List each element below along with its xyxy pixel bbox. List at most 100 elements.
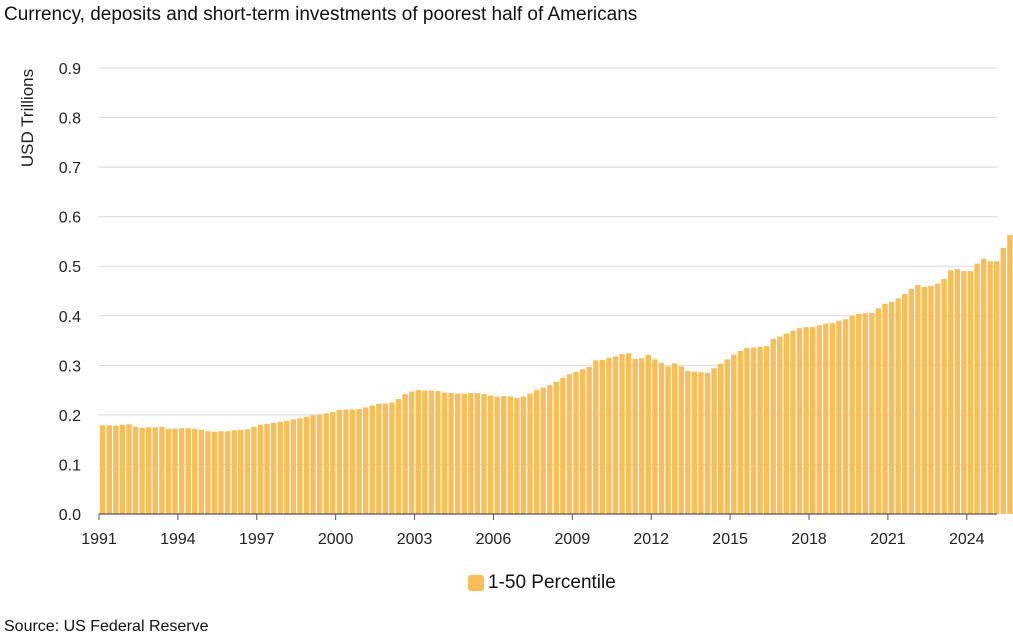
- bar: [244, 429, 251, 514]
- x-tick-label: 2012: [633, 531, 669, 548]
- bar: [632, 358, 638, 514]
- bar: [724, 359, 730, 514]
- bars: [100, 235, 1013, 515]
- bar: [1000, 247, 1007, 515]
- bar: [356, 408, 362, 514]
- bar: [994, 261, 1000, 514]
- bar: [711, 368, 717, 514]
- bar: [514, 398, 520, 514]
- y-tick-label: 0.7: [59, 160, 81, 177]
- bar: [652, 359, 658, 514]
- bar: [474, 393, 481, 514]
- bar: [146, 427, 152, 514]
- bar: [520, 396, 527, 514]
- bar: [625, 353, 632, 514]
- bar: [435, 391, 441, 514]
- bar: [310, 415, 316, 514]
- bar: [152, 427, 158, 514]
- legend-swatch: [468, 575, 484, 591]
- bar: [612, 356, 619, 514]
- bar: [921, 287, 928, 514]
- y-tick-label: 0.0: [59, 507, 81, 524]
- bar: [362, 407, 369, 514]
- legend: 1-50 Percentile: [468, 572, 616, 594]
- bar: [987, 261, 993, 514]
- bar: [336, 409, 343, 514]
- y-tick-label: 0.3: [59, 358, 81, 375]
- bar: [382, 403, 389, 514]
- bar: [869, 312, 875, 514]
- bar: [573, 371, 579, 514]
- bar: [461, 393, 467, 514]
- bar: [192, 428, 198, 514]
- bar: [468, 393, 474, 514]
- bar: [323, 413, 329, 514]
- bar: [816, 325, 822, 514]
- bar: [316, 414, 323, 514]
- bar: [290, 419, 297, 514]
- bar: [119, 424, 126, 514]
- bar: [126, 424, 132, 514]
- bar: [579, 369, 586, 514]
- bar: [198, 429, 204, 514]
- bar: [691, 371, 698, 514]
- bar: [777, 336, 783, 514]
- bar: [809, 327, 816, 514]
- bar: [717, 363, 724, 514]
- bar: [823, 323, 829, 514]
- x-tick-label: 1991: [81, 531, 117, 548]
- bar: [902, 293, 908, 514]
- bar: [967, 271, 974, 514]
- bar: [698, 372, 704, 514]
- bar: [113, 425, 119, 514]
- bar: [428, 390, 435, 514]
- bar: [178, 428, 185, 514]
- bar: [974, 263, 980, 514]
- bar: [159, 426, 165, 514]
- bar: [593, 360, 599, 514]
- y-tick-labels: 0.0 0.1 0.2 0.3 0.4 0.5 0.6 0.7 0.8 0.9: [59, 61, 81, 524]
- axes: [98, 513, 997, 520]
- y-tick-label: 0.1: [59, 457, 81, 474]
- bar: [277, 421, 283, 514]
- chart-title: Currency, deposits and short-term invest…: [4, 4, 638, 25]
- bar: [533, 390, 540, 514]
- bar: [954, 269, 961, 514]
- bar: [645, 354, 652, 514]
- x-tick-label: 2024: [949, 531, 985, 548]
- y-tick-label: 0.6: [59, 210, 81, 227]
- bar: [100, 425, 106, 514]
- bar: [297, 418, 303, 514]
- x-tick-label: 1994: [160, 531, 196, 548]
- y-tick-label: 0.5: [59, 259, 81, 276]
- bar: [547, 385, 553, 514]
- bar: [369, 405, 375, 514]
- bar: [928, 286, 934, 514]
- bar: [494, 396, 500, 514]
- y-axis-label: USD Trillions: [18, 69, 37, 167]
- bar: [908, 289, 914, 514]
- x-tick-label: 2015: [712, 531, 748, 548]
- bar: [415, 390, 421, 514]
- bar: [566, 374, 573, 514]
- bar: [481, 394, 487, 514]
- y-tick-label: 0.9: [59, 61, 81, 78]
- bar: [731, 354, 737, 514]
- x-tick-label: 2018: [791, 531, 827, 548]
- bar: [606, 357, 612, 514]
- bar: [132, 426, 139, 514]
- bar: [553, 381, 559, 514]
- x-tick-label: 2003: [397, 531, 433, 548]
- bar: [487, 395, 494, 514]
- bar: [1007, 235, 1013, 514]
- bar: [862, 313, 868, 514]
- bar: [501, 396, 507, 514]
- y-tick-label: 0.8: [59, 111, 81, 128]
- bar: [257, 424, 264, 514]
- bar: [454, 393, 461, 514]
- bar: [218, 431, 224, 514]
- y-tick-label: 0.2: [59, 408, 81, 425]
- bar: [934, 283, 941, 514]
- bar: [783, 333, 790, 514]
